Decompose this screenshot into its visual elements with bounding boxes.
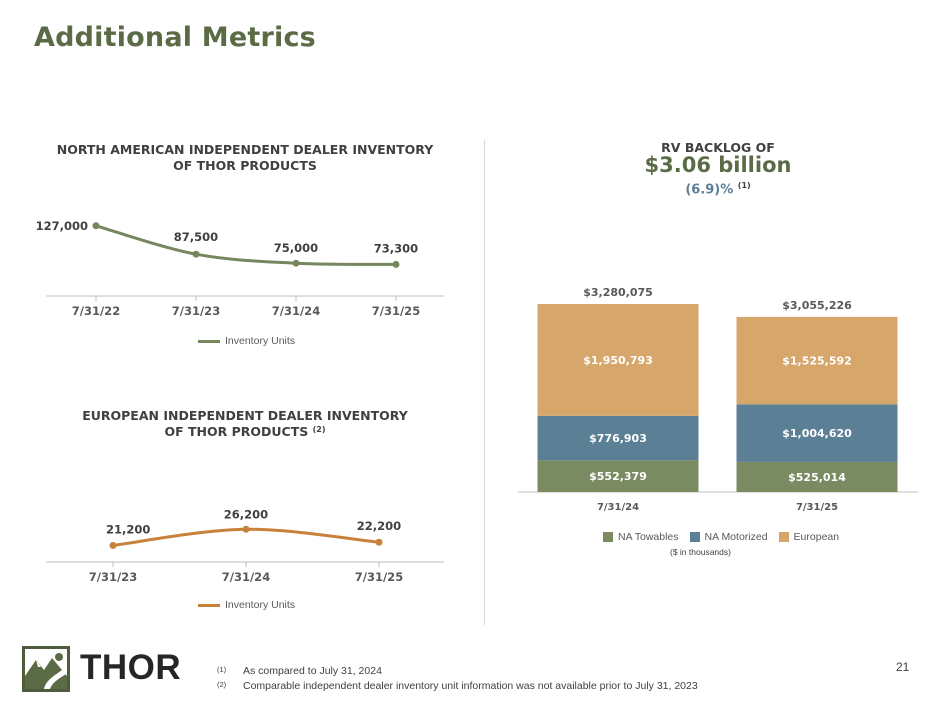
na-tick-label: 7/31/25 <box>372 304 420 318</box>
eu-legend-label: Inventory Units <box>225 599 296 611</box>
backlog-bar-segment <box>537 415 699 461</box>
na-legend-label: Inventory Units <box>225 335 296 347</box>
eu-data-label: 22,200 <box>357 519 401 533</box>
legend-na-motorized-label: NA Motorized <box>704 531 768 543</box>
backlog-segment-label: $1,950,793 <box>583 354 653 367</box>
na-tick-label: 7/31/22 <box>72 304 120 318</box>
na-data-label: 75,000 <box>274 241 318 255</box>
legend-na-towables-label: NA Towables <box>618 531 679 543</box>
na-tick-label: 7/31/24 <box>272 304 320 318</box>
backlog-footnote-ref: (1) <box>737 181 751 190</box>
backlog-heading: RV BACKLOG OF <box>661 140 775 155</box>
na-towables-swatch <box>603 532 613 542</box>
eu-chart-title-line1: EUROPEAN INDEPENDENT DEALER INVENTORY <box>82 408 408 423</box>
na-chart-title-line1: NORTH AMERICAN INDEPENDENT DEALER INVENT… <box>56 142 434 157</box>
footnote-2-mark: (2) <box>217 680 227 689</box>
backlog-bar-segment <box>537 304 699 416</box>
na-point <box>92 222 100 230</box>
backlog-bar-segment <box>736 461 898 492</box>
eu-point <box>375 538 383 546</box>
backlog-segment-label: $776,903 <box>589 432 647 445</box>
backlog-legend: NA Towables NA Motorized European <box>603 531 850 543</box>
eu-data-label: 21,200 <box>106 522 150 536</box>
footnote-2-text: Comparable independent dealer inventory … <box>243 680 698 692</box>
backlog-bar-segment <box>736 404 898 462</box>
na-point <box>292 259 300 267</box>
na-point <box>192 250 200 258</box>
units-note: ($ in thousands) <box>670 547 731 557</box>
eu-chart-title: EUROPEAN INDEPENDENT DEALER INVENTORY OF… <box>40 408 450 440</box>
backlog-tick-label: 7/31/24 <box>597 502 639 513</box>
eu-chart-title-line2-text: OF THOR PRODUCTS <box>164 424 309 439</box>
column-divider <box>484 140 485 625</box>
backlog-change-value: (6.9)% <box>685 182 734 198</box>
na-chart-title-line2: OF THOR PRODUCTS <box>173 158 317 173</box>
na-motorized-swatch <box>689 532 700 542</box>
footnotes: (1) As compared to July 31, 2024 (2) Compa… <box>217 664 698 694</box>
backlog-bar-segment <box>537 460 699 492</box>
na-data-label: 127,000 <box>36 219 88 233</box>
eu-data-label: 26,200 <box>224 507 268 521</box>
na-legend-swatch <box>198 339 220 343</box>
eu-point <box>109 541 117 549</box>
backlog-segment-label: $525,014 <box>788 471 846 484</box>
eu-point <box>242 525 250 533</box>
eu-tick-label: 7/31/25 <box>355 570 403 584</box>
na-chart-title: NORTH AMERICAN INDEPENDENT DEALER INVENT… <box>40 142 450 174</box>
legend-european-label: European <box>793 531 840 543</box>
backlog-segment-label: $1,004,620 <box>782 427 852 440</box>
na-data-label: 73,300 <box>374 241 418 255</box>
na-chart-legend: Inventory Units <box>198 335 295 347</box>
backlog-bar-segment <box>736 316 898 405</box>
footnote-1: (1) As compared to July 31, 2024 <box>217 664 698 679</box>
page-number: 21 <box>896 660 910 674</box>
na-tick-label: 7/31/23 <box>172 304 220 318</box>
legend-na-motorized: NA Motorized <box>689 531 768 543</box>
eu-chart-legend: Inventory Units <box>198 599 295 611</box>
eu-tick-label: 7/31/24 <box>222 570 270 584</box>
footnote-1-text: As compared to July 31, 2024 <box>243 665 382 677</box>
page-title: Additional Metrics <box>34 22 316 53</box>
eu-chart-title-line2: OF THOR PRODUCTS (2) <box>40 424 450 440</box>
backlog-change: (6.9)% (1) <box>600 181 836 197</box>
backlog-total-label: $3,055,226 <box>782 299 852 312</box>
backlog-segment-label: $552,379 <box>589 470 647 483</box>
thor-logo-icon <box>22 646 70 692</box>
na-data-label: 87,500 <box>174 230 218 244</box>
na-point <box>392 260 400 268</box>
backlog-total-label: $3,280,075 <box>583 286 653 299</box>
footnote-2: (2) Comparable independent dealer invento… <box>217 679 698 694</box>
backlog-amount: $3.06 billion <box>644 153 792 177</box>
legend-european: European <box>778 531 840 543</box>
backlog-tick-label: 7/31/25 <box>796 502 838 513</box>
legend-na-towables: NA Towables <box>603 531 679 543</box>
eu-tick-label: 7/31/23 <box>89 570 137 584</box>
thor-logo-text: THOR <box>80 648 182 687</box>
eu-footnote-ref: (2) <box>312 425 326 434</box>
backlog-segment-label: $1,525,592 <box>782 355 852 368</box>
eu-legend-swatch <box>198 603 220 607</box>
footnote-1-mark: (1) <box>217 665 227 674</box>
european-swatch <box>778 532 789 542</box>
na-series-line <box>95 224 397 266</box>
